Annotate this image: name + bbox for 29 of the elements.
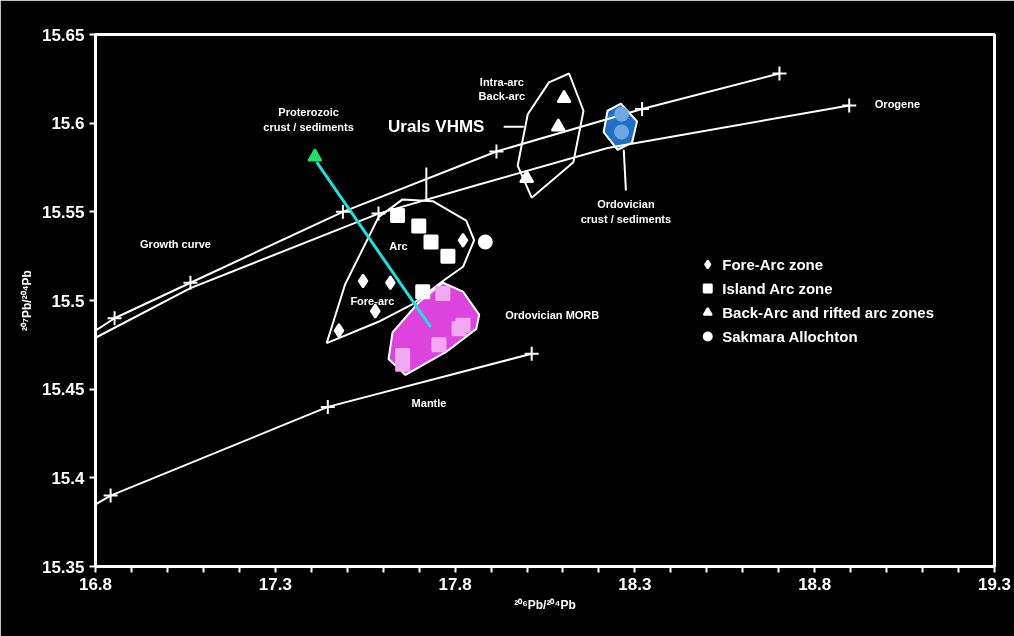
x-tick-label: 18.3 bbox=[618, 574, 652, 594]
annotation: Mantle bbox=[411, 397, 447, 410]
x-axis-title: ²⁰⁶Pb/²⁰⁴Pb bbox=[514, 597, 576, 612]
y-tick-label: 15.55 bbox=[41, 202, 85, 222]
y-tick-label: 15.45 bbox=[41, 380, 85, 400]
legend-label: Back-Arc and rifted arc zones bbox=[722, 302, 934, 322]
x-tick-label: 16.8 bbox=[78, 574, 113, 594]
y-tick-label: 15.4 bbox=[51, 468, 86, 488]
legend-label: Island Arc zone bbox=[722, 278, 833, 298]
y-tick-label: 15.35 bbox=[41, 557, 85, 577]
legend-label: Fore-Arc zone bbox=[722, 254, 824, 274]
y-tick-label: 15.6 bbox=[51, 114, 85, 134]
y-axis-title: ²⁰⁷Pb/²⁰⁴Pb bbox=[19, 270, 34, 331]
x-tick-label: 19.3 bbox=[977, 574, 1012, 594]
annotation: Urals VHMS bbox=[388, 117, 485, 137]
y-tick-label: 15.65 bbox=[41, 25, 85, 45]
legend-label: Sakmara Allochton bbox=[722, 326, 858, 346]
x-tick-label: 17.3 bbox=[258, 574, 292, 594]
y-tick-label: 15.5 bbox=[51, 291, 85, 311]
x-tick-label: 17.8 bbox=[438, 574, 472, 594]
x-tick-label: 18.8 bbox=[798, 574, 832, 594]
annotation: Arc bbox=[389, 239, 408, 252]
annotation: Intra-arc Back-arc bbox=[478, 76, 526, 103]
annotation: Proterozoic crust / sediments bbox=[263, 106, 354, 133]
annotation: Fore-arc bbox=[350, 294, 395, 307]
annotation: Ordovician MORB bbox=[505, 308, 600, 321]
annotation: Ordovician crust / sediments bbox=[580, 198, 672, 225]
annotation: Growth curve bbox=[140, 237, 211, 250]
annotation: Orogene bbox=[874, 97, 921, 110]
